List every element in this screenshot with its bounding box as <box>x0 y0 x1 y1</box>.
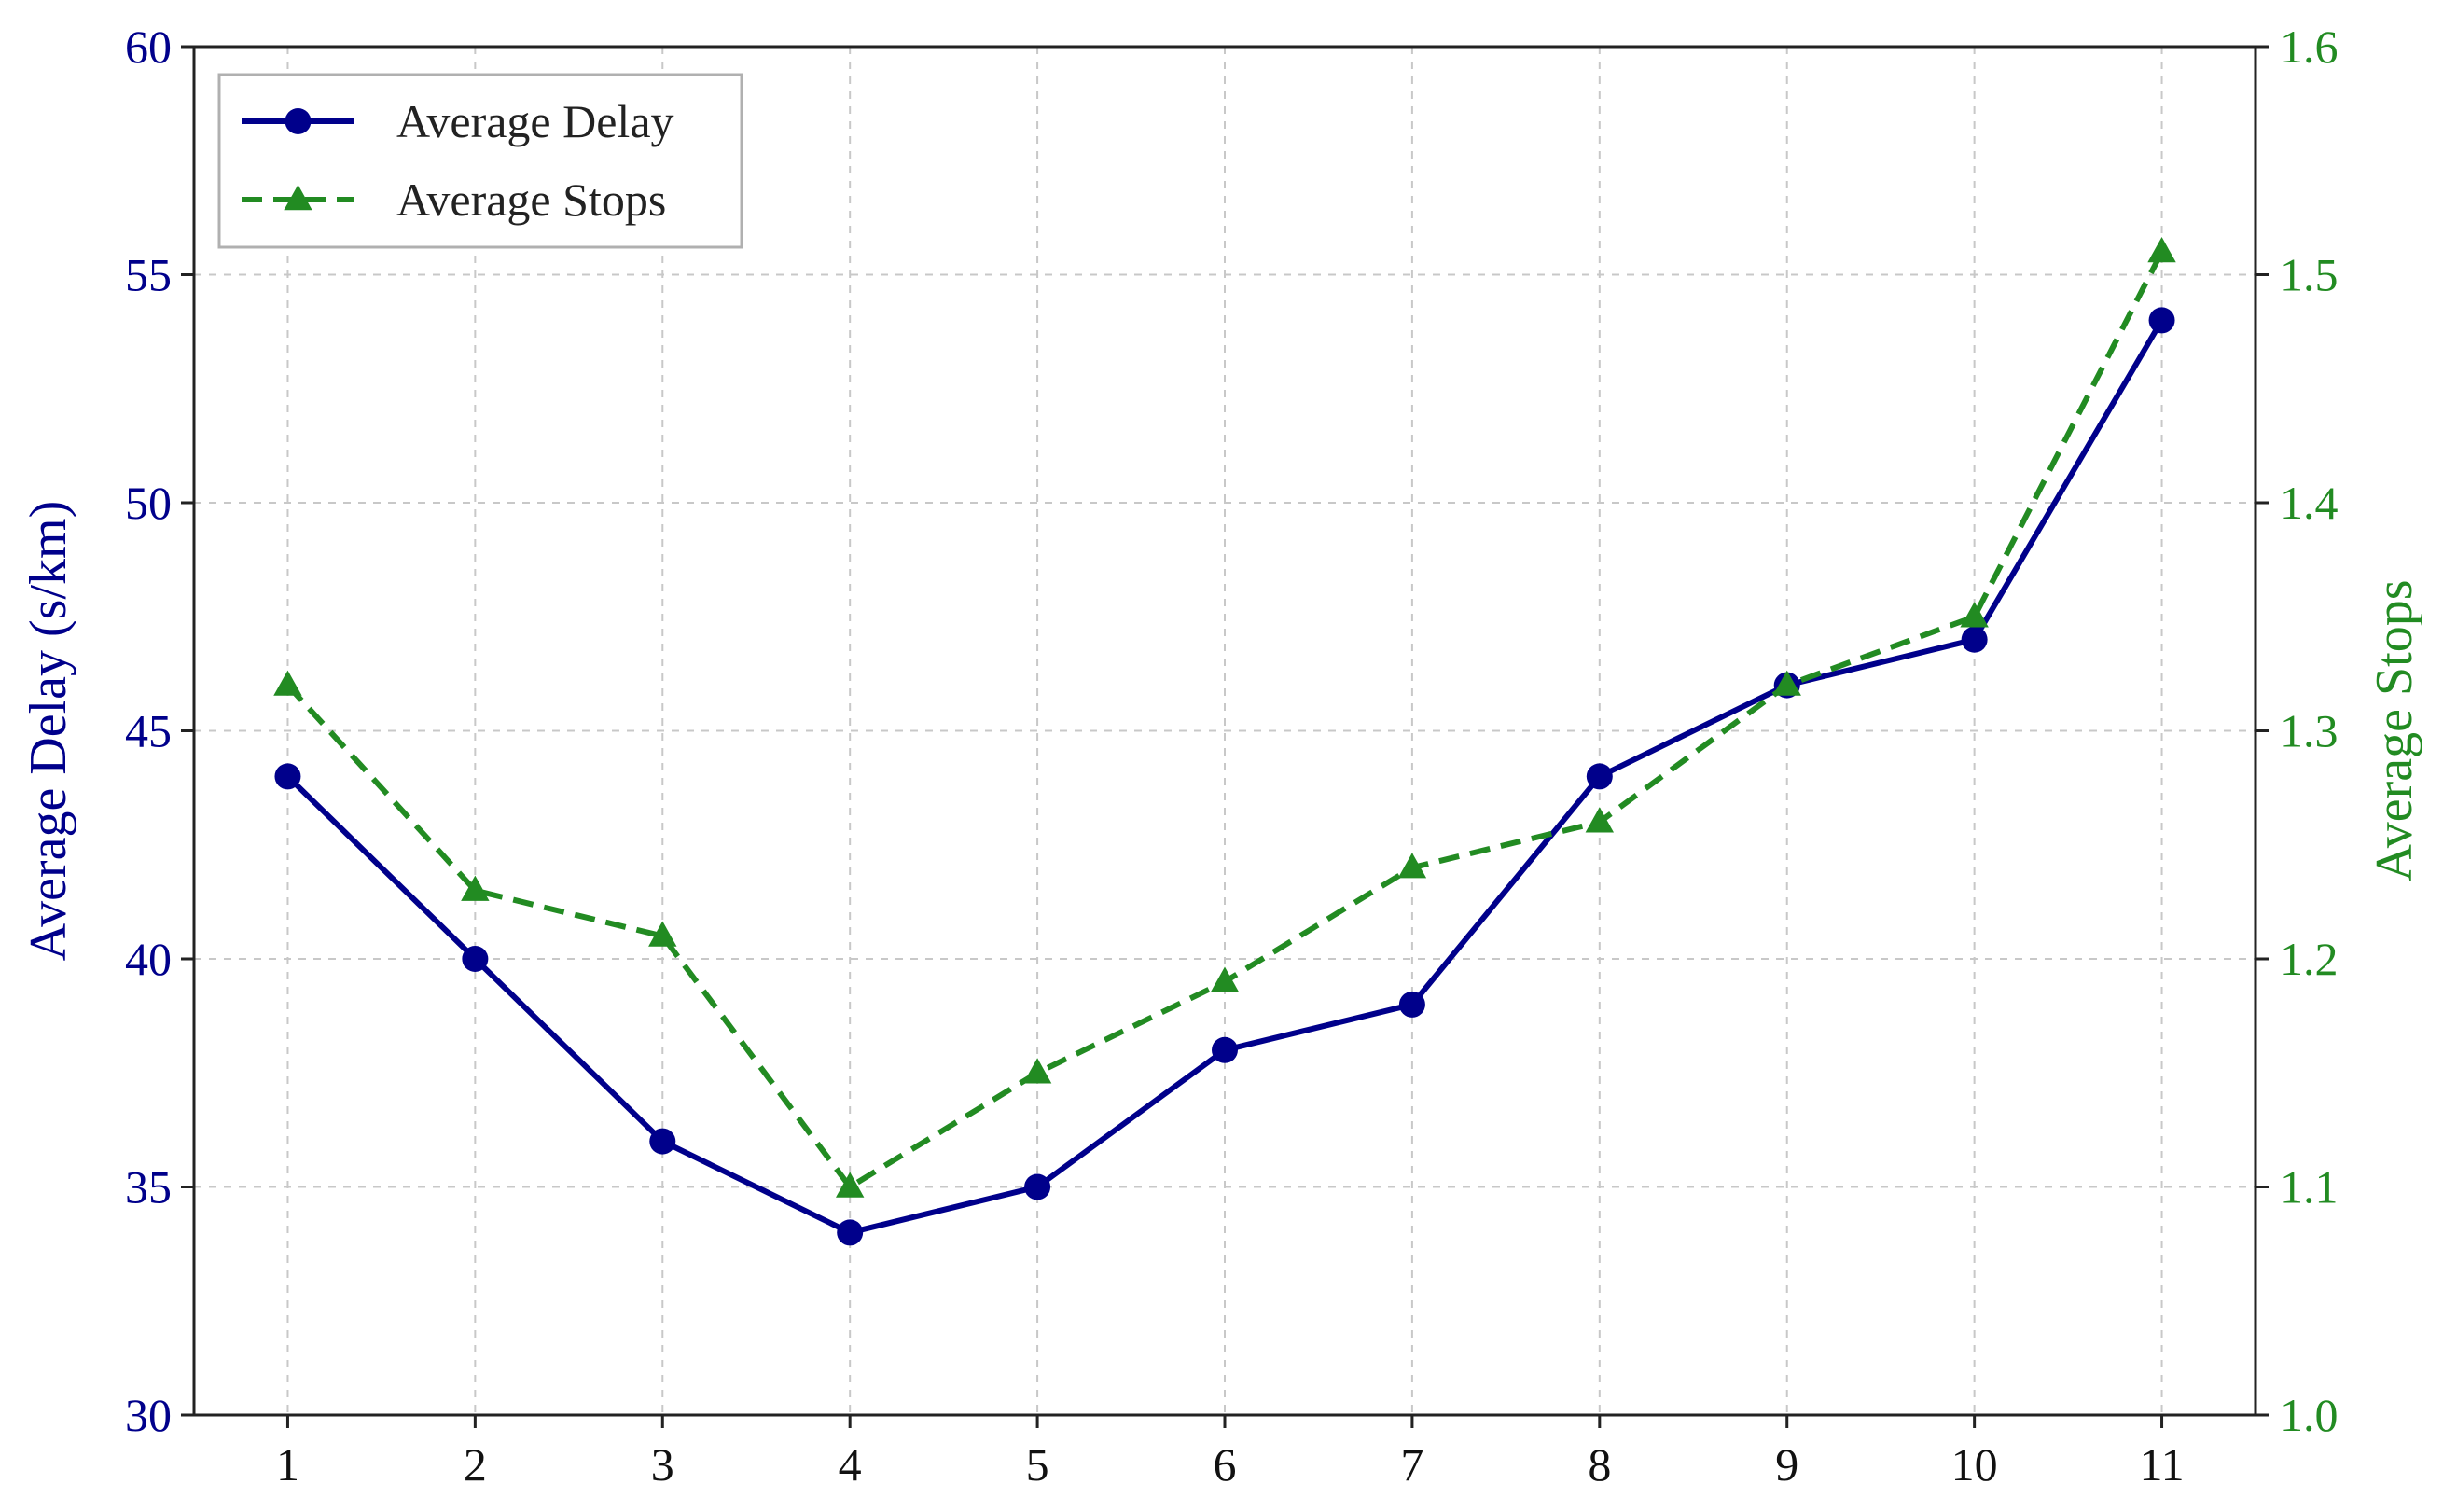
average-stops-point <box>2147 237 2176 263</box>
legend-swatch-marker <box>285 108 312 134</box>
average-delay-point <box>462 946 489 972</box>
average-stops-point <box>1585 807 1615 833</box>
legend-label-average-stops: Average Stops <box>396 173 666 226</box>
right-y-tick-label: 1.2 <box>2280 933 2339 985</box>
average-delay-point <box>1586 763 1613 790</box>
x-tick-label: 3 <box>651 1438 674 1491</box>
right-y-tick-label: 1.6 <box>2280 21 2339 73</box>
average-delay-point <box>1024 1173 1051 1200</box>
left-y-tick-label: 50 <box>125 477 172 529</box>
right-y-tick-label: 1.5 <box>2280 249 2339 301</box>
right-y-tick-label: 1.4 <box>2280 477 2339 529</box>
x-tick-label: 1 <box>276 1438 299 1491</box>
average-stops-point <box>835 1172 865 1198</box>
x-tick-label: 10 <box>1951 1438 1998 1491</box>
grid-layer <box>194 46 2256 1416</box>
x-tick-label: 7 <box>1400 1438 1423 1491</box>
average-delay-point <box>837 1219 864 1246</box>
legend-box <box>217 73 743 249</box>
left-y-tick-label: 45 <box>125 705 172 757</box>
x-tick-label: 5 <box>1026 1438 1049 1491</box>
left-y-tick-label: 30 <box>125 1389 172 1441</box>
left-y-tick-label: 35 <box>125 1161 172 1214</box>
average-stops-point <box>1210 966 1240 992</box>
average-stops-point <box>1022 1058 1052 1084</box>
right-y-tick-label: 1.0 <box>2280 1389 2339 1441</box>
x-tick-label: 4 <box>839 1438 862 1491</box>
right-y-tick-label: 1.3 <box>2280 705 2339 757</box>
average-stops-point <box>648 921 677 947</box>
average-delay-point <box>2148 307 2175 334</box>
legend: Average Delay Average Stops <box>217 73 743 249</box>
average-delay-point <box>649 1128 676 1155</box>
average-delay-point <box>1961 626 1988 653</box>
x-tick-label: 2 <box>464 1438 487 1491</box>
average-stops-point <box>1772 670 1801 696</box>
x-tick-label: 6 <box>1214 1438 1237 1491</box>
left-y-tick-label: 60 <box>125 21 172 73</box>
left-y-tick-label: 40 <box>125 933 172 985</box>
x-tick-label: 9 <box>1775 1438 1798 1491</box>
left-y-tick-label: 55 <box>125 249 172 301</box>
series-layer <box>273 237 2176 1246</box>
average-stops-point <box>1960 602 1989 628</box>
x-tick-label: 11 <box>2139 1438 2184 1491</box>
average-delay-point <box>1398 991 1425 1018</box>
x-tick-label: 8 <box>1588 1438 1611 1491</box>
average-stops-point <box>273 670 302 696</box>
right-axis-title: Average Stops <box>2366 580 2423 882</box>
average-stops-point <box>1397 853 1427 879</box>
average-delay-point <box>274 763 301 790</box>
legend-swatch-marker <box>284 185 312 211</box>
right-y-tick-label: 1.1 <box>2280 1161 2339 1214</box>
average-delay-point <box>1212 1036 1238 1063</box>
axis-layer: 1 2 3 4 5 6 7 8 9 10 11303540455055601.01.11.21.31… <box>125 21 2339 1491</box>
average-stops-point <box>461 875 490 901</box>
left-axis-title: Average Delay (s/km) <box>20 501 77 961</box>
legend-label-average-delay: Average Delay <box>396 95 674 147</box>
